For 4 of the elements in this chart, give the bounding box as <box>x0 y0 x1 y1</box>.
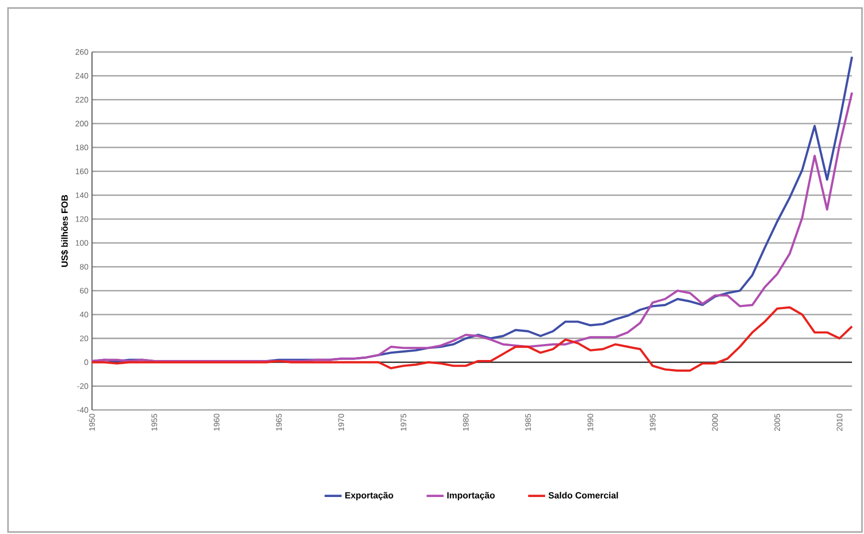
legend-label: Exportação <box>345 492 394 500</box>
y-axis-title: US$ bilhões FOB <box>61 195 68 267</box>
legend-label: Importação <box>447 492 495 500</box>
legend-label: Saldo Comercial <box>548 492 618 498</box>
